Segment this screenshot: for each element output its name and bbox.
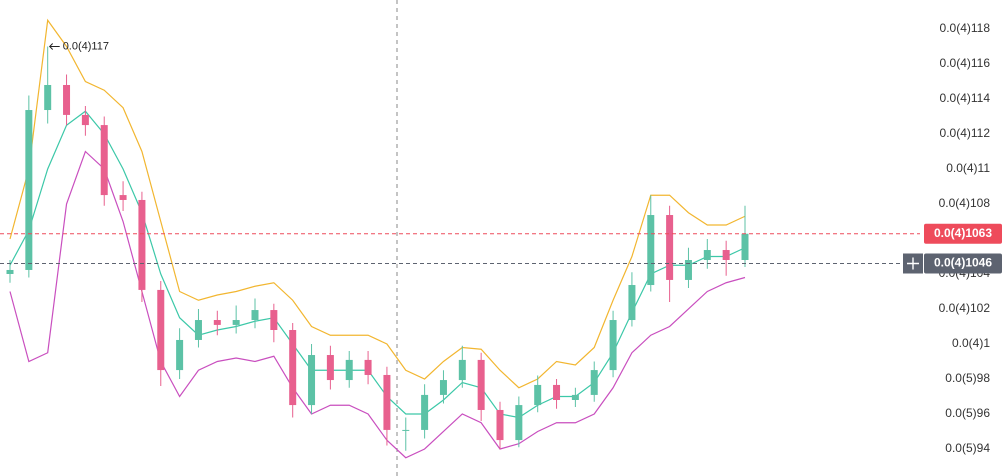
y-tick-label: 0.0(4)102 xyxy=(939,301,991,315)
candle-body xyxy=(100,125,108,196)
y-tick-label: 0.0(5)98 xyxy=(945,371,990,385)
candle-body xyxy=(515,405,523,441)
candle-body xyxy=(194,320,202,340)
candle-body xyxy=(44,84,52,111)
price-label: 0.0(4)1063 xyxy=(934,226,992,240)
y-tick-label: 0.0(4)112 xyxy=(940,126,991,140)
y-tick-label: 0.0(4)114 xyxy=(940,91,991,105)
candle-body xyxy=(703,250,711,260)
candle-body xyxy=(402,429,410,431)
candle-body xyxy=(345,359,353,381)
y-tick-label: 0.0(4)11 xyxy=(946,161,990,175)
candle-body xyxy=(684,259,692,280)
candle-body xyxy=(232,320,240,325)
candle-body xyxy=(213,320,221,325)
candle-body xyxy=(308,355,316,406)
candle-body xyxy=(326,355,334,381)
y-tick-label: 0.0(4)116 xyxy=(940,56,991,70)
candle-body xyxy=(628,285,636,321)
annotation-label: 0.0(4)117 xyxy=(63,40,109,52)
candle-body xyxy=(251,310,259,321)
add-alert-icon xyxy=(907,257,919,270)
y-tick-label: 0.0(4)108 xyxy=(939,196,991,210)
price-label-box xyxy=(924,253,1002,274)
candle-body xyxy=(571,394,579,400)
candle-body xyxy=(289,329,297,406)
indicator-line xyxy=(9,18,746,389)
candle-body xyxy=(6,269,14,274)
price-label: 0.0(4)1046 xyxy=(934,256,992,270)
candle-body xyxy=(722,250,730,260)
candle-body xyxy=(534,384,542,406)
indicator-line xyxy=(9,150,746,459)
candle-body xyxy=(270,310,278,330)
candle-body xyxy=(666,215,674,280)
candle-body xyxy=(553,384,561,400)
candle-body xyxy=(63,84,71,115)
candle-body xyxy=(496,409,504,441)
candle-body xyxy=(138,199,146,290)
candle-body xyxy=(439,380,447,395)
indicator-line xyxy=(9,110,746,419)
annotation-arrow xyxy=(48,43,60,50)
y-tick-label: 0.0(5)96 xyxy=(945,406,990,420)
candle-body xyxy=(119,195,127,200)
candle-body xyxy=(590,370,598,395)
candle-body xyxy=(458,359,466,381)
y-tick-label: 0.0(4)118 xyxy=(940,21,991,35)
candle-body xyxy=(647,215,655,286)
candle-body xyxy=(741,233,749,260)
candle-body xyxy=(421,394,429,430)
y-tick-label: 0.0(5)94 xyxy=(945,441,990,455)
candle-body xyxy=(157,289,165,371)
candle-body xyxy=(609,320,617,371)
y-tick-label: 0.0(4)1 xyxy=(952,336,990,350)
candle-body xyxy=(383,374,391,430)
candle-body xyxy=(364,359,372,375)
candle-body xyxy=(81,114,89,126)
candle-body xyxy=(25,110,33,270)
candle-body xyxy=(477,359,485,410)
price-label-box xyxy=(924,223,1002,244)
candle-body xyxy=(176,339,184,371)
